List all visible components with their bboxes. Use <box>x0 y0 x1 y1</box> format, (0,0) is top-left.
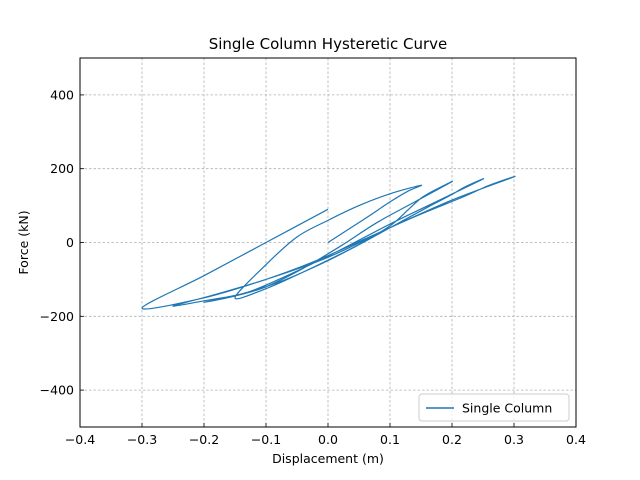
x-tick-label: −0.4 <box>65 432 95 447</box>
series-layer <box>141 175 516 310</box>
x-tick-label: −0.3 <box>127 432 157 447</box>
y-tick-label: 200 <box>50 161 74 176</box>
y-tick-label: −400 <box>40 383 74 398</box>
x-tick-label: −0.1 <box>251 432 281 447</box>
chart-title: Single Column Hysteretic Curve <box>209 35 448 53</box>
x-tick-label: 0.3 <box>504 432 524 447</box>
x-tick-label: −0.2 <box>189 432 219 447</box>
legend-box <box>418 393 570 422</box>
tick-marks: −0.4 −0.3 −0.2 −0.1 0.0 0.1 0.2 0.3 0.4 −400 −200 0… <box>40 87 586 447</box>
x-tick-label: 0.4 <box>566 432 586 447</box>
x-tick-label: 0.2 <box>442 432 462 447</box>
y-tick-label: 0 <box>66 235 74 250</box>
legend: Single Column <box>418 393 570 422</box>
x-tick-label: 0.0 <box>318 432 338 447</box>
y-axis-label: Force (kN) <box>16 210 31 274</box>
x-tick-label: 0.1 <box>380 432 400 447</box>
legend-label: Single Column <box>462 401 552 416</box>
x-axis-label: Displacement (m) <box>272 451 384 466</box>
y-tick-label: 400 <box>50 87 74 102</box>
y-tick-label: −200 <box>40 309 74 324</box>
series-line-single-column <box>141 175 516 310</box>
